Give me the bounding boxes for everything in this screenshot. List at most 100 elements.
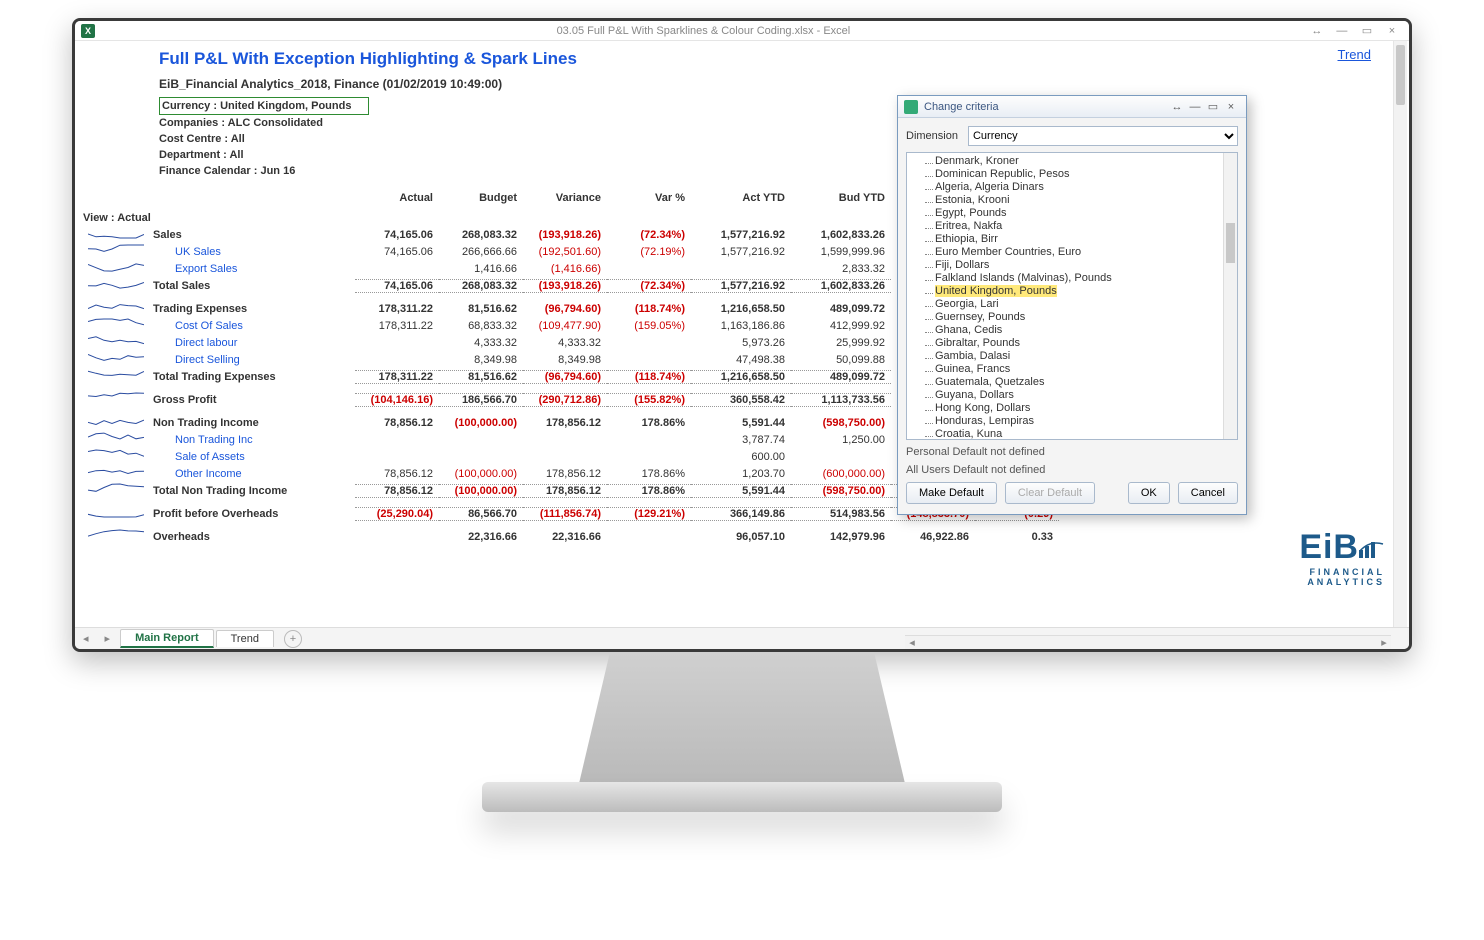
- row-label: Overheads: [149, 531, 355, 543]
- cell: 78,856.12: [355, 417, 439, 429]
- cell: (104,146.16): [355, 393, 439, 407]
- cell: 78,856.12: [355, 484, 439, 498]
- sparkline: [83, 448, 149, 465]
- row-label: Direct Selling: [149, 354, 355, 366]
- tree-item[interactable]: Dominican Republic, Pesos: [925, 168, 1237, 181]
- row-label: Total Sales: [149, 280, 355, 292]
- tree-item[interactable]: Georgia, Lari: [925, 298, 1237, 311]
- cell: 1,599,999.96: [791, 246, 891, 258]
- maximize-icon[interactable]: ▭: [1356, 24, 1378, 37]
- dialog-minimize-icon[interactable]: —: [1186, 101, 1204, 113]
- cell: (193,918.26): [523, 229, 607, 241]
- criteria-currency[interactable]: Currency : United Kingdom, Pounds: [159, 97, 369, 115]
- sparkline: [83, 226, 149, 243]
- tab-nav-prev[interactable]: ◂: [75, 632, 97, 645]
- tree-item[interactable]: Gambia, Dalasi: [925, 350, 1237, 363]
- currency-tree[interactable]: Denmark, KronerDominican Republic, Pesos…: [906, 152, 1238, 440]
- cancel-button[interactable]: Cancel: [1178, 482, 1238, 504]
- new-sheet-button[interactable]: +: [284, 630, 302, 648]
- cell: 1,416.66: [439, 263, 523, 275]
- tree-item[interactable]: Algeria, Algeria Dinars: [925, 181, 1237, 194]
- close-icon[interactable]: ×: [1381, 25, 1403, 37]
- cell: 1,602,833.26: [791, 279, 891, 293]
- tree-scrollbar[interactable]: [1223, 153, 1237, 439]
- tree-item[interactable]: United Kingdom, Pounds: [925, 285, 1237, 298]
- tab-trend[interactable]: Trend: [216, 630, 274, 647]
- eib-logo: EiB FINANCIAL ANALYTICS: [1299, 528, 1385, 587]
- window-buttons: ↔ — ▭ ×: [1306, 24, 1403, 37]
- cell: 1,602,833.26: [791, 229, 891, 241]
- col-variance: Variance: [523, 192, 607, 204]
- cell: 178,856.12: [523, 468, 607, 480]
- cell: 81,516.62: [439, 303, 523, 315]
- tree-item[interactable]: Guyana, Dollars: [925, 389, 1237, 402]
- tree-item[interactable]: Ghana, Cedis: [925, 324, 1237, 337]
- cell: (25,290.04): [355, 507, 439, 521]
- cell: 266,666.66: [439, 246, 523, 258]
- tree-item[interactable]: Croatia, Kuna: [925, 428, 1237, 440]
- tree-item[interactable]: Egypt, Pounds: [925, 207, 1237, 220]
- dialog-expand-icon[interactable]: ↔: [1168, 101, 1186, 113]
- row-label: Other Income: [149, 468, 355, 480]
- tree-item[interactable]: Guinea, Francs: [925, 363, 1237, 376]
- tree-item[interactable]: Guernsey, Pounds: [925, 311, 1237, 324]
- cell: 186,566.70: [439, 393, 523, 407]
- cell: 1,203.70: [691, 468, 791, 480]
- cell: 178,856.12: [523, 484, 607, 498]
- tree-item[interactable]: Estonia, Krooni: [925, 194, 1237, 207]
- col-actytd: Act YTD: [691, 192, 791, 204]
- cell: (598,750.00): [791, 417, 891, 429]
- cell: 8,349.98: [439, 354, 523, 366]
- tab-nav-next[interactable]: ▸: [97, 632, 119, 645]
- cell: 5,591.44: [691, 484, 791, 498]
- tree-item[interactable]: Falkland Islands (Malvinas), Pounds: [925, 272, 1237, 285]
- row-label: Export Sales: [149, 263, 355, 275]
- dialog-maximize-icon[interactable]: ▭: [1204, 100, 1222, 113]
- tree-item[interactable]: Ethiopia, Birr: [925, 233, 1237, 246]
- tab-main-report[interactable]: Main Report: [120, 629, 214, 648]
- make-default-button[interactable]: Make Default: [906, 482, 997, 504]
- dialog-titlebar[interactable]: Change criteria ↔ — ▭ ×: [898, 96, 1246, 118]
- cell: 1,216,658.50: [691, 370, 791, 384]
- cell: 74,165.06: [355, 229, 439, 241]
- sparkline: [83, 431, 149, 448]
- cell: 178.86%: [607, 468, 691, 480]
- cell: 1,577,216.92: [691, 279, 791, 293]
- horizontal-scrollbar[interactable]: ◂▸: [905, 635, 1391, 649]
- cell: 3,787.74: [691, 434, 791, 446]
- tree-item[interactable]: Fiji, Dollars: [925, 259, 1237, 272]
- trend-link[interactable]: Trend: [1338, 47, 1371, 62]
- expand-icon[interactable]: ↔: [1306, 25, 1328, 37]
- tree-item[interactable]: Euro Member Countries, Euro: [925, 246, 1237, 259]
- monitor-screen: X 03.05 Full P&L With Sparklines & Colou…: [72, 18, 1412, 652]
- cell: 96,057.10: [691, 531, 791, 543]
- sparkline: [83, 528, 149, 545]
- cell: 1,577,216.92: [691, 229, 791, 241]
- cell: (96,794.60): [523, 370, 607, 384]
- tree-item[interactable]: Denmark, Kroner: [925, 155, 1237, 168]
- clear-default-button: Clear Default: [1005, 482, 1095, 504]
- minimize-icon[interactable]: —: [1331, 25, 1353, 37]
- tree-item[interactable]: Hong Kong, Dollars: [925, 402, 1237, 415]
- cell: 142,979.96: [791, 531, 891, 543]
- tree-item[interactable]: Honduras, Lempiras: [925, 415, 1237, 428]
- cell: (155.82%): [607, 393, 691, 407]
- sparkline: [83, 300, 149, 317]
- sparkline: [83, 243, 149, 260]
- vertical-scrollbar[interactable]: [1393, 41, 1407, 627]
- cell: (598,750.00): [791, 484, 891, 498]
- cell: (290,712.86): [523, 393, 607, 407]
- tree-item[interactable]: Eritrea, Nakfa: [925, 220, 1237, 233]
- dimension-select[interactable]: Currency: [968, 126, 1238, 146]
- excel-app-icon: X: [81, 24, 95, 38]
- tree-item[interactable]: Guatemala, Quetzales: [925, 376, 1237, 389]
- cell: 5,591.44: [691, 417, 791, 429]
- sparkline: [83, 277, 149, 294]
- ok-button[interactable]: OK: [1128, 482, 1170, 504]
- dialog-close-icon[interactable]: ×: [1222, 101, 1240, 113]
- cell: 178,311.22: [355, 303, 439, 315]
- tree-item[interactable]: Gibraltar, Pounds: [925, 337, 1237, 350]
- cell: 78,856.12: [355, 468, 439, 480]
- row-label: Non Trading Income: [149, 417, 355, 429]
- cell: 360,558.42: [691, 393, 791, 407]
